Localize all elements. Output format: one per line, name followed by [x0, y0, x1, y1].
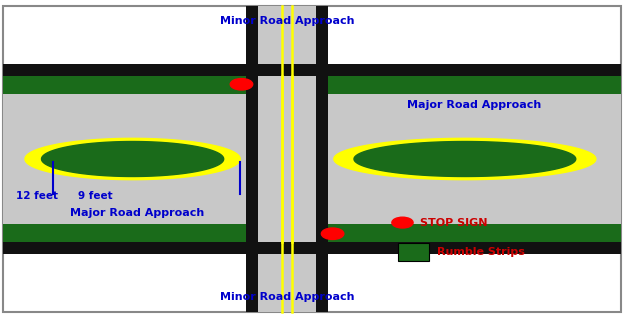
- Bar: [316, 6, 328, 312]
- Bar: [3, 224, 246, 242]
- Circle shape: [392, 217, 413, 228]
- Text: Minor Road Approach: Minor Road Approach: [220, 292, 354, 302]
- Bar: [328, 76, 621, 94]
- Circle shape: [230, 79, 253, 90]
- Polygon shape: [42, 142, 223, 176]
- Polygon shape: [334, 138, 596, 180]
- Circle shape: [321, 228, 344, 239]
- Bar: [3, 242, 621, 254]
- Bar: [258, 76, 316, 242]
- Bar: [328, 224, 621, 242]
- Bar: [3, 64, 621, 76]
- Text: Minor Road Approach: Minor Road Approach: [220, 16, 354, 26]
- Text: Major Road Approach: Major Road Approach: [407, 100, 542, 110]
- Text: Major Road Approach: Major Road Approach: [70, 208, 205, 218]
- Bar: [246, 6, 328, 312]
- Text: Rumble Strips: Rumble Strips: [437, 247, 525, 257]
- Polygon shape: [25, 138, 240, 180]
- Bar: [3, 64, 621, 254]
- Text: STOP SIGN: STOP SIGN: [420, 218, 487, 228]
- Bar: [246, 6, 258, 312]
- Bar: [3, 76, 246, 94]
- Bar: [398, 243, 429, 261]
- Text: 12 feet: 12 feet: [16, 191, 57, 201]
- Text: 9 feet: 9 feet: [78, 191, 112, 201]
- Polygon shape: [354, 142, 576, 176]
